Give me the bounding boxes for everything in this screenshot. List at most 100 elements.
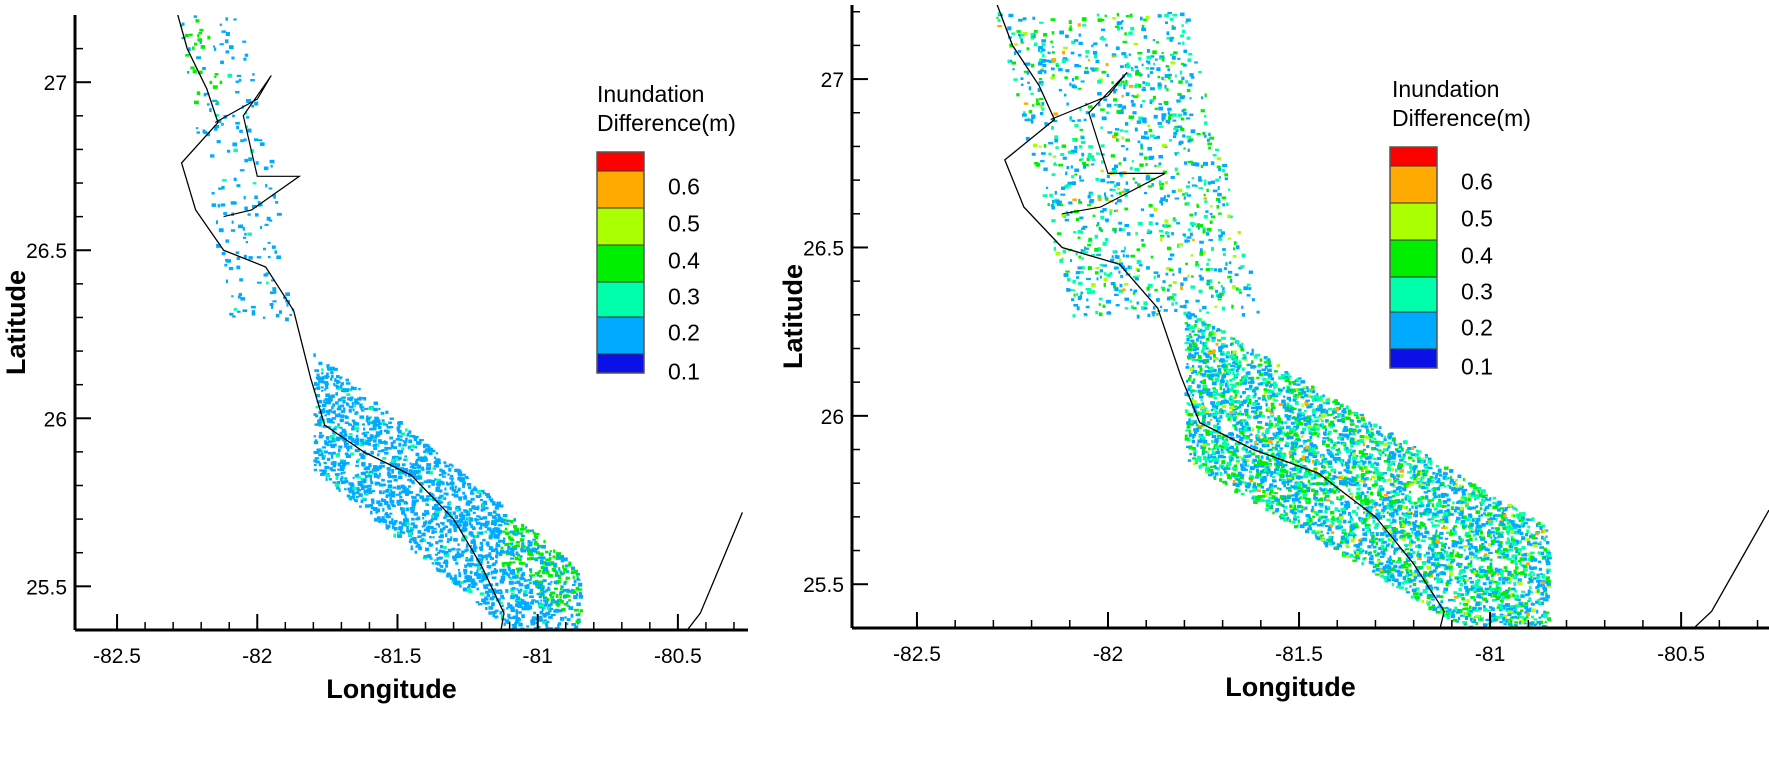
inundation-cell	[412, 506, 416, 509]
inundation-cell	[1208, 468, 1214, 472]
inundation-cell	[1338, 482, 1343, 485]
inundation-cell	[1239, 431, 1243, 435]
inundation-cell	[1091, 113, 1096, 118]
inundation-cell	[414, 435, 419, 439]
inundation-cell	[1096, 277, 1099, 281]
inundation-cell	[555, 594, 559, 598]
inundation-cell	[1404, 515, 1410, 518]
inundation-cell	[1143, 35, 1148, 39]
inundation-cell	[225, 258, 229, 262]
inundation-cell	[1217, 372, 1222, 375]
inundation-cell	[1116, 199, 1122, 203]
inundation-cell	[1436, 579, 1441, 584]
inundation-cell	[542, 590, 547, 593]
inundation-cell	[367, 421, 370, 425]
inundation-cell	[454, 485, 457, 489]
inundation-cell	[1030, 37, 1035, 40]
inundation-cell	[1272, 397, 1276, 401]
inundation-cell	[1245, 488, 1248, 492]
inundation-cell	[406, 487, 409, 492]
inundation-cell	[1310, 443, 1316, 448]
inundation-cell	[1357, 543, 1363, 546]
inundation-cell	[579, 643, 581, 647]
inundation-cell	[1330, 541, 1335, 546]
inundation-cell	[528, 582, 532, 585]
inundation-cell	[344, 444, 347, 448]
inundation-cell	[579, 680, 583, 682]
inundation-cell	[544, 604, 548, 607]
inundation-cell	[1362, 537, 1367, 542]
inundation-cell	[1197, 424, 1203, 429]
inundation-cell	[1536, 620, 1541, 624]
inundation-cell	[259, 142, 265, 147]
inundation-cell	[1379, 453, 1383, 457]
inundation-cell	[473, 506, 479, 510]
inundation-cell	[571, 589, 576, 593]
inundation-cell	[1040, 67, 1044, 71]
inundation-cell	[423, 480, 428, 484]
inundation-cell	[457, 496, 463, 499]
inundation-cell	[438, 500, 442, 505]
inundation-cell	[340, 476, 344, 479]
inundation-cell	[1183, 111, 1187, 116]
inundation-cell	[1545, 535, 1548, 538]
inundation-cell	[1171, 55, 1176, 60]
inundation-cell	[427, 445, 431, 450]
inundation-cell	[419, 487, 423, 490]
inundation-cell	[389, 462, 394, 467]
inundation-cell	[1071, 175, 1075, 179]
inundation-cell	[436, 499, 441, 503]
inundation-cell	[514, 556, 519, 561]
inundation-cell	[1471, 506, 1477, 510]
inundation-cell	[573, 668, 575, 671]
inundation-cell	[1545, 550, 1551, 554]
inundation-cell	[512, 575, 516, 579]
inundation-cell	[356, 429, 359, 433]
inundation-cell	[1292, 411, 1295, 414]
inundation-cell	[402, 444, 407, 447]
inundation-cell	[1038, 145, 1042, 148]
inundation-cell	[572, 652, 575, 655]
inundation-cell	[406, 526, 409, 530]
inundation-cell	[506, 522, 510, 526]
inundation-cell	[1316, 419, 1320, 423]
inundation-cell	[434, 516, 438, 520]
inundation-cell	[1188, 352, 1192, 355]
inundation-cell	[1187, 437, 1191, 441]
inundation-cell	[515, 616, 520, 621]
inundation-cell	[204, 92, 210, 96]
inundation-cell	[233, 308, 238, 311]
inundation-cell	[1137, 274, 1140, 277]
inundation-cell	[1035, 163, 1041, 167]
inundation-cell	[572, 658, 575, 660]
inundation-cell	[1517, 614, 1520, 618]
inundation-cell	[405, 507, 409, 512]
inundation-cell	[1213, 396, 1218, 400]
inundation-cell	[1359, 413, 1365, 416]
inundation-cell	[487, 588, 493, 593]
inundation-cell	[1221, 441, 1227, 446]
inundation-cell	[401, 511, 406, 515]
inundation-cell	[1163, 78, 1166, 81]
inundation-cell	[456, 553, 460, 557]
inundation-cell	[545, 558, 551, 562]
inundation-cell	[1396, 450, 1402, 453]
inundation-cell	[1244, 421, 1249, 426]
inundation-cell	[1095, 152, 1101, 155]
inundation-cell	[1466, 609, 1470, 612]
inundation-cell	[471, 547, 477, 551]
inundation-cell	[416, 499, 419, 503]
inundation-cell	[579, 661, 583, 664]
inundation-cell	[1408, 556, 1413, 559]
inundation-cell	[325, 472, 328, 477]
inundation-cell	[575, 586, 580, 590]
inundation-cell	[1442, 572, 1446, 576]
inundation-cell	[542, 579, 547, 583]
inundation-cell	[398, 526, 404, 530]
inundation-cell	[321, 372, 324, 375]
inundation-cell	[1267, 364, 1272, 367]
inundation-cell	[1205, 210, 1209, 213]
inundation-cell	[369, 406, 374, 410]
inundation-cell	[233, 18, 237, 21]
inundation-cell	[187, 71, 190, 74]
